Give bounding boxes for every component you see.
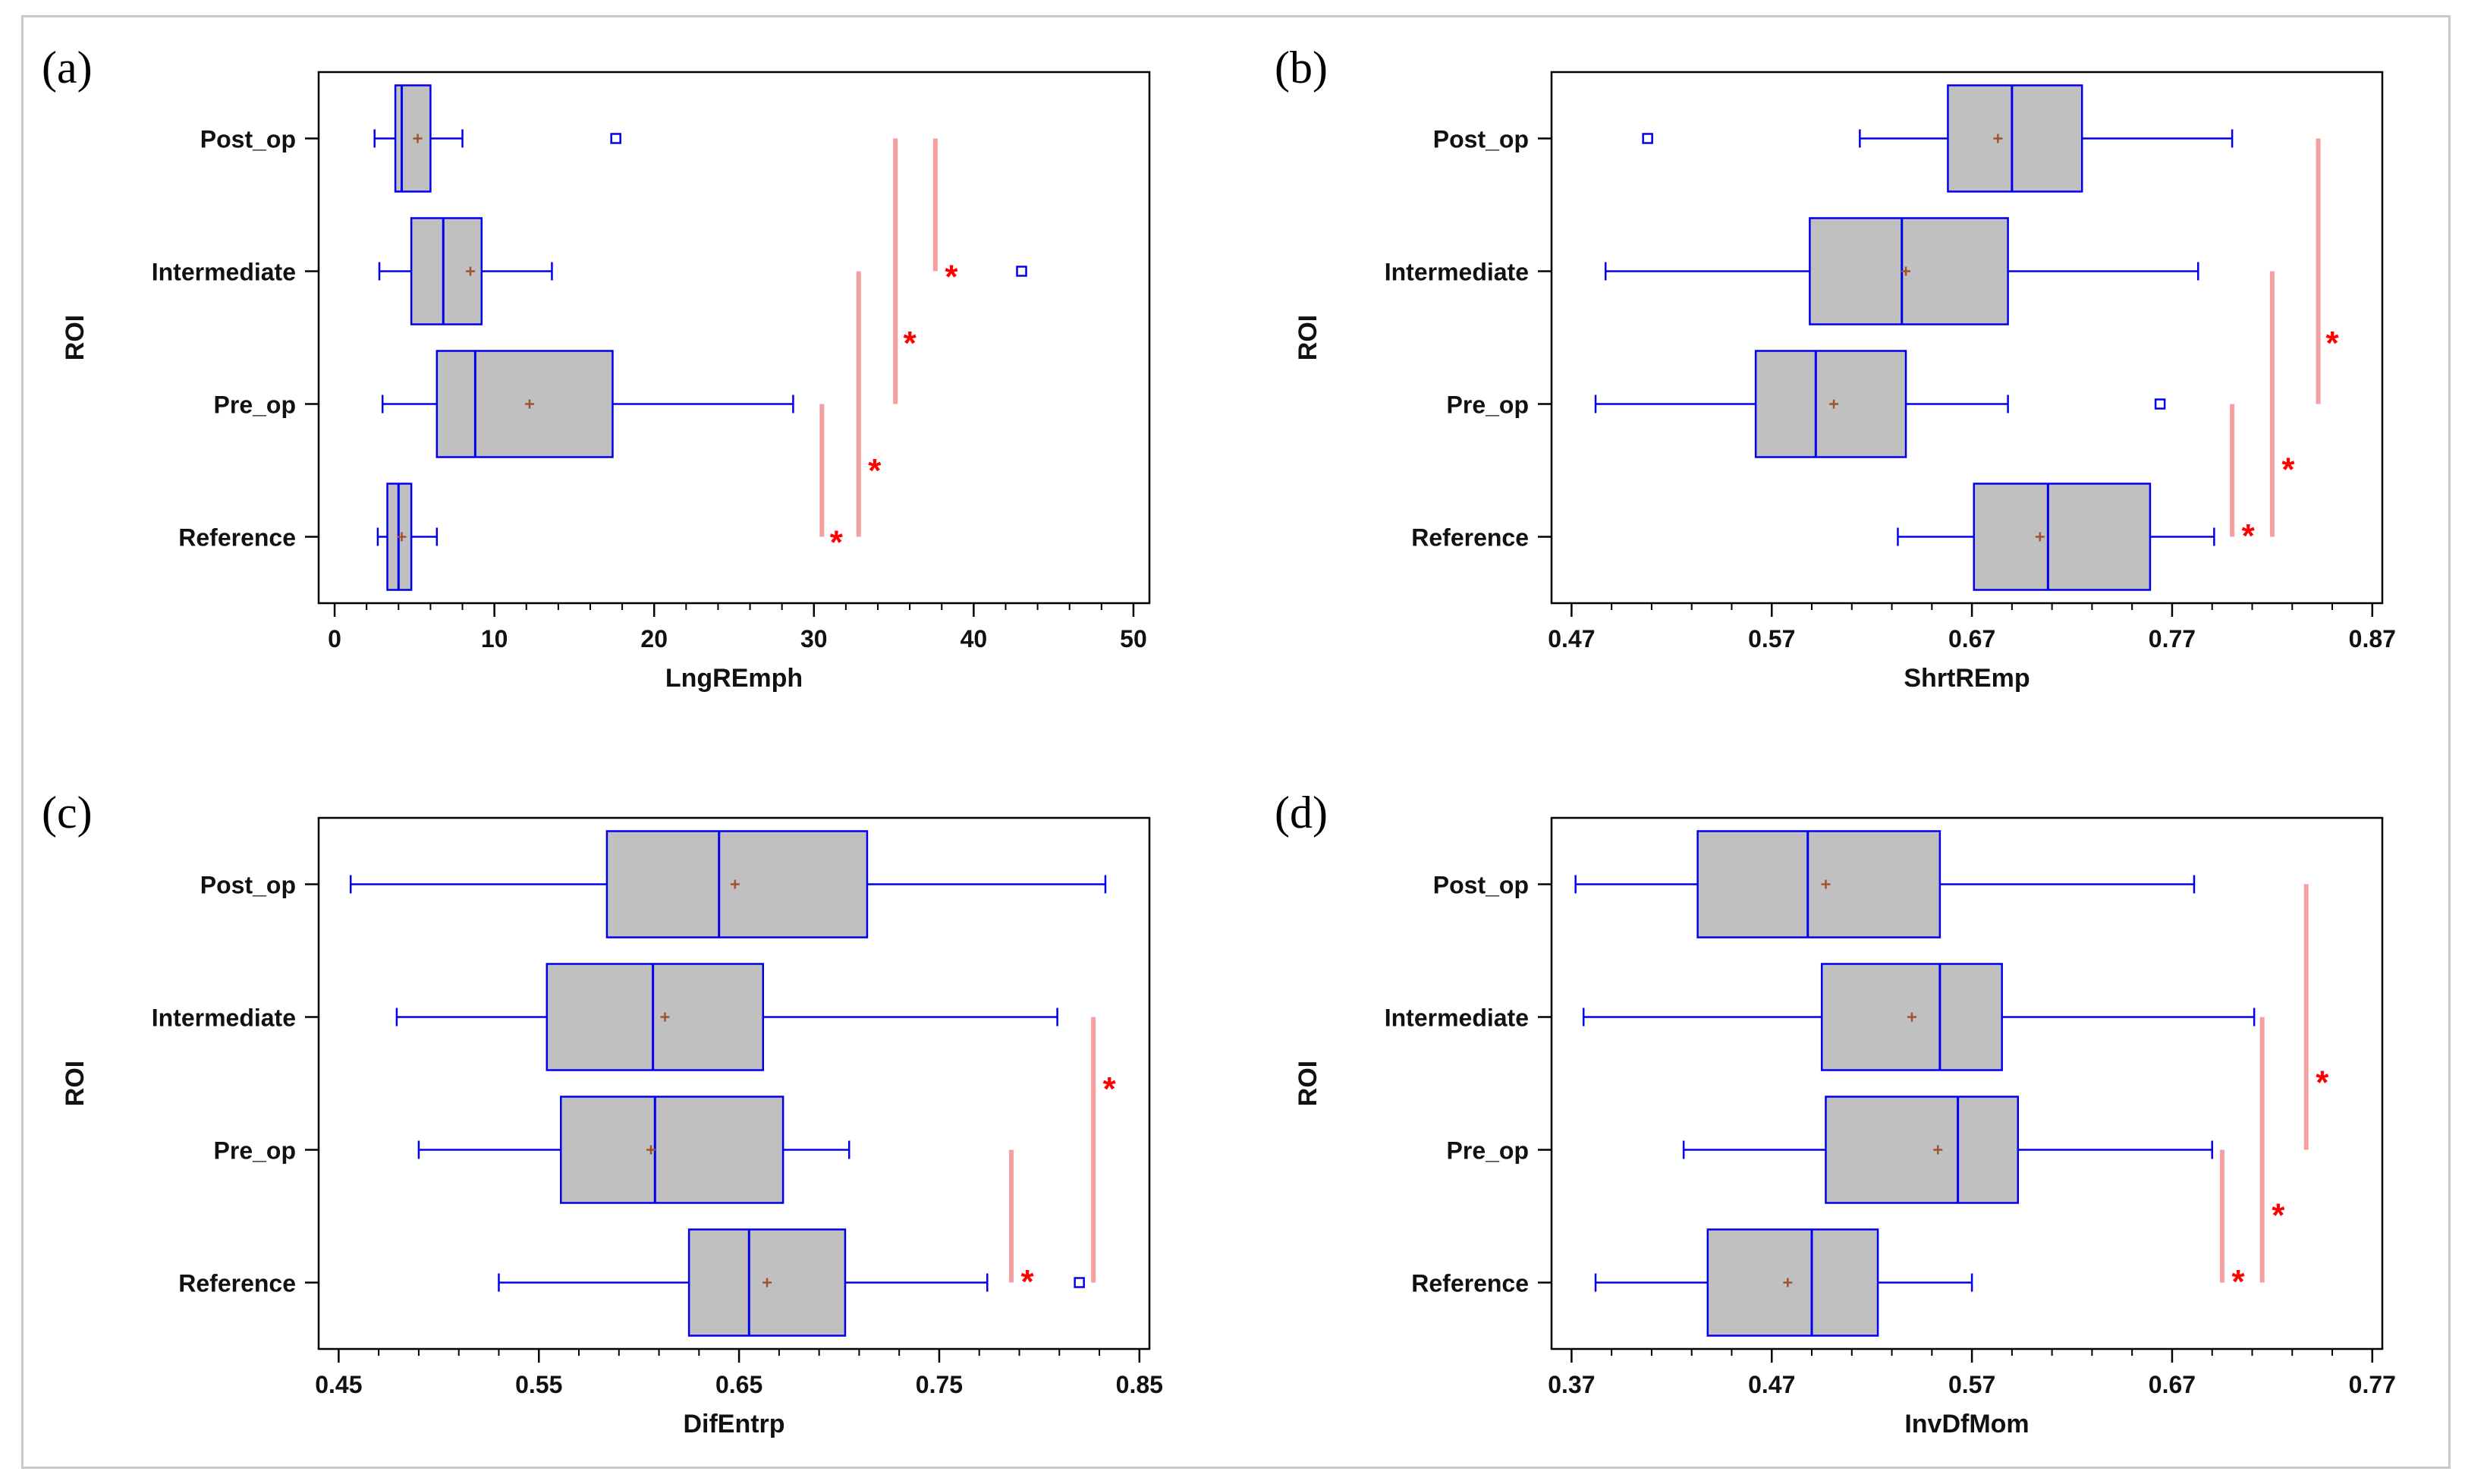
panel-b-significance-star: *: [2325, 325, 2339, 362]
panel-a-intermediate-outlier: [1016, 266, 1027, 277]
panel-d-xtick-label: 0.67: [2149, 1371, 2196, 1398]
panel-c-xtick-label: 0.65: [715, 1371, 762, 1398]
panel-d-xtick-label: 0.37: [1548, 1371, 1595, 1398]
panel-c-intermediate-box: [546, 963, 765, 1071]
panel-b-category-label: Intermediate: [1385, 259, 1529, 286]
panel-a-xtick-label: 50: [1120, 625, 1147, 652]
panel-b-xtick-label: 0.67: [1948, 625, 1995, 652]
panel-a-category-label: Pre_op: [214, 391, 296, 419]
panel-d-xtick-label: 0.77: [2349, 1371, 2396, 1398]
panel-letter-c: (c): [42, 788, 93, 838]
panel-b-category-label: Pre_op: [1447, 391, 1529, 419]
panel-b-xtick-label: 0.47: [1548, 625, 1595, 652]
panel-a-significance-star: *: [868, 452, 882, 489]
panel-a-plot-area: [317, 71, 1151, 605]
panel-letter-a: (a): [42, 42, 93, 93]
panel-d-plot-area: [1550, 816, 2384, 1350]
panel-d-reference-box: [1706, 1228, 1879, 1337]
panel-c-category-label: Pre_op: [214, 1137, 296, 1165]
panel-a-xlabel: LngREmph: [665, 664, 803, 693]
panel-b-significance-star: *: [2281, 451, 2295, 488]
panel-d-xlabel: InvDfMom: [1904, 1410, 2029, 1438]
panel-a-category-label: Intermediate: [152, 259, 296, 286]
panel-a-xtick-label: 10: [481, 625, 508, 652]
panel-b-category-label: Reference: [1411, 524, 1529, 552]
panel-c-category-label: Reference: [178, 1270, 296, 1297]
panel-b-significance-star: *: [2242, 517, 2256, 555]
panel-d-category-label: Pre_op: [1447, 1137, 1529, 1165]
panel-c-category-label: Intermediate: [152, 1005, 296, 1032]
panel-d-xtick-label: 0.57: [1948, 1371, 1995, 1398]
figure-frame: [21, 15, 2451, 1469]
panel-a-significance-star: *: [904, 325, 917, 362]
panel-a-xtick-label: 30: [800, 625, 828, 652]
panel-c-xtick-label: 0.55: [515, 1371, 562, 1398]
panel-c-reference-outlier: [1074, 1277, 1085, 1288]
panel-a-post-op-outlier: [610, 133, 621, 144]
panel-c-ylabel: ROI: [61, 1061, 90, 1106]
panel-d-significance-star: *: [2272, 1196, 2285, 1234]
panel-a-category-label: Reference: [178, 524, 296, 552]
panel-c-xtick-label: 0.75: [916, 1371, 963, 1398]
panel-b-xtick-label: 0.57: [1748, 625, 1795, 652]
panel-b-post-op-outlier: [1642, 133, 1653, 144]
panel-d-significance-star: *: [2231, 1263, 2245, 1300]
panel-d-pre-op-box: [1825, 1096, 2020, 1204]
panel-letter-b: (b): [1275, 42, 1328, 93]
panel-c-xtick-label: 0.45: [315, 1371, 362, 1398]
panel-c-xtick-label: 0.85: [1116, 1371, 1163, 1398]
panel-b-xtick-label: 0.87: [2349, 625, 2396, 652]
panel-b-xtick-label: 0.77: [2149, 625, 2196, 652]
panel-d-significance-star: *: [2316, 1064, 2329, 1101]
panel-b-category-label: Post_op: [1433, 126, 1529, 153]
panel-c-xlabel: DifEntrp: [683, 1410, 784, 1438]
panel-d-category-label: Post_op: [1433, 872, 1529, 899]
panel-d-category-label: Reference: [1411, 1270, 1529, 1297]
panel-b-xlabel: ShrtREmp: [1904, 664, 2030, 693]
panel-a-significance-star: *: [945, 259, 958, 296]
panel-b-reference-box: [1973, 483, 2152, 591]
panel-b-post-op-box: [1947, 84, 2083, 193]
panel-a-xtick-label: 40: [961, 625, 988, 652]
panel-c-pre-op-box: [560, 1096, 784, 1204]
panel-c-significance-star: *: [1103, 1071, 1117, 1108]
panel-d-xtick-label: 0.47: [1748, 1371, 1795, 1398]
panel-a-pre-op-box: [435, 350, 614, 458]
panel-d-category-label: Intermediate: [1385, 1005, 1529, 1032]
panel-b-ylabel: ROI: [1294, 315, 1322, 360]
panel-b-pre-op-outlier: [2154, 398, 2166, 410]
panel-a-xtick-label: 0: [328, 625, 341, 652]
panel-letter-d: (d): [1275, 788, 1328, 838]
panel-d-ylabel: ROI: [1294, 1061, 1322, 1106]
panel-a-significance-star: *: [830, 524, 844, 561]
panel-a-category-label: Post_op: [200, 126, 296, 153]
panel-c-category-label: Post_op: [200, 872, 296, 899]
panel-a-ylabel: ROI: [61, 315, 90, 360]
panel-c-significance-star: *: [1020, 1263, 1034, 1300]
panel-d-post-op-box: [1696, 830, 1942, 939]
panel-a-xtick-label: 20: [640, 625, 668, 652]
